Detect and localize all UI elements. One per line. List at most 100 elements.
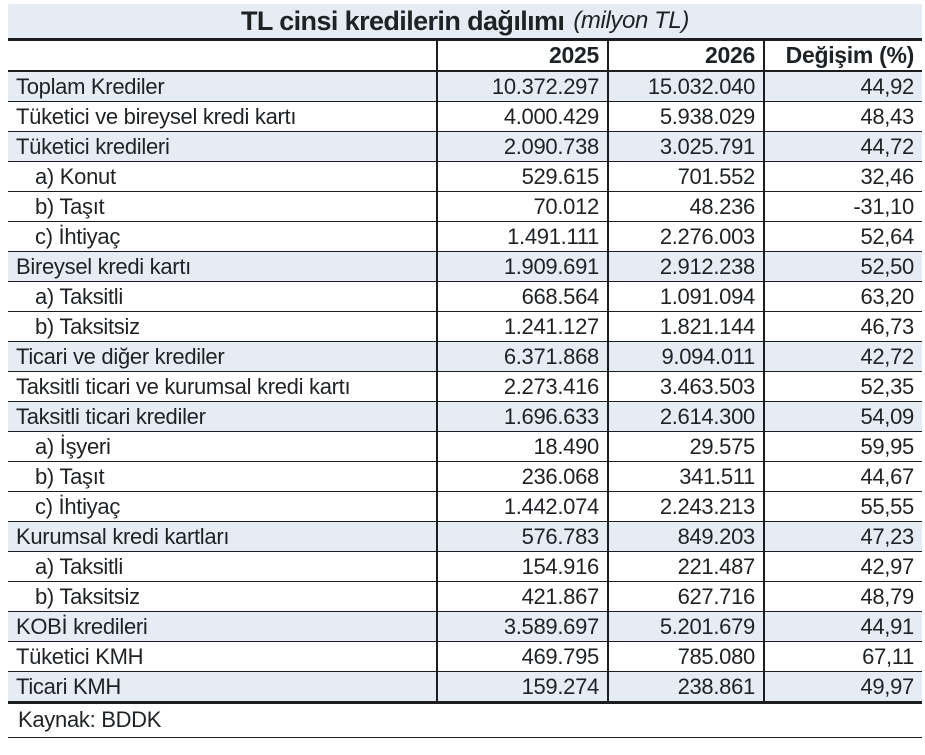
value-2025: 236.068 [436, 461, 608, 492]
value-2026: 3.463.503 [607, 371, 764, 402]
value-change: 55,55 [763, 491, 922, 522]
table-row: Tüketici kredileri 2.090.738 3.025.791 44,7… [8, 131, 922, 162]
value-2026: 1.091.094 [607, 281, 764, 312]
value-2025: 154.916 [436, 551, 608, 582]
row-label: Tüketici ve bireysel kredi kartı [8, 101, 437, 132]
row-label: Toplam Krediler [8, 71, 437, 102]
value-2025: 1.241.127 [436, 311, 608, 342]
source-note: Kaynak: BDDK [8, 704, 922, 738]
value-2025: 4.000.429 [436, 101, 608, 132]
value-change: 44,72 [763, 131, 922, 162]
credit-table-figure: TL cinsi kredilerin dağılımı (milyon TL)… [8, 4, 922, 738]
table-row: KOBİ kredileri 3.589.697 5.201.679 44,91 [8, 611, 922, 642]
value-change: -31,10 [763, 191, 922, 222]
credit-table: 2025 2026 Değişim (%) Toplam Krediler 10.… [8, 41, 922, 704]
table-row: Toplam Krediler 10.372.297 15.032.040 44,92 [8, 71, 922, 102]
value-2025: 2.090.738 [436, 131, 608, 162]
value-change: 32,46 [763, 161, 922, 192]
value-change: 44,67 [763, 461, 922, 492]
value-2026: 2.243.213 [607, 491, 764, 522]
value-2026: 9.094.011 [607, 341, 764, 372]
table-row: Taksitli ticari krediler 1.696.633 2.614.3… [8, 401, 922, 432]
value-change: 44,91 [763, 611, 922, 642]
table-row: c) İhtiyaç 1.491.111 2.276.003 52,64 [8, 221, 922, 252]
value-2025: 3.589.697 [436, 611, 608, 642]
value-change: 48,43 [763, 101, 922, 132]
value-2025: 529.615 [436, 161, 608, 192]
value-change: 52,64 [763, 221, 922, 252]
table-title: TL cinsi kredilerin dağılımı [241, 5, 565, 36]
row-label: b) Taksitsiz [8, 581, 437, 612]
value-change: 46,73 [763, 311, 922, 342]
row-label: Taksitli ticari krediler [8, 401, 437, 432]
value-change: 54,09 [763, 401, 922, 432]
value-change: 49,97 [763, 671, 922, 704]
table-row: a) İşyeri 18.490 29.575 59,95 [8, 431, 922, 462]
value-2025: 1.696.633 [436, 401, 608, 432]
header-empty-cell [8, 41, 437, 72]
value-change: 42,97 [763, 551, 922, 582]
value-change: 67,11 [763, 641, 922, 672]
value-2026: 3.025.791 [607, 131, 764, 162]
table-row: Ticari ve diğer krediler 6.371.868 9.094.0… [8, 341, 922, 372]
value-2026: 5.201.679 [607, 611, 764, 642]
table-row: a) Konut 529.615 701.552 32,46 [8, 161, 922, 192]
value-2026: 5.938.029 [607, 101, 764, 132]
value-2026: 29.575 [607, 431, 764, 462]
row-label: c) İhtiyaç [8, 491, 437, 522]
row-label: Kurumsal kredi kartları [8, 521, 437, 552]
table-row: Kurumsal kredi kartları 576.783 849.203 47,… [8, 521, 922, 552]
table-row: b) Taşıt 236.068 341.511 44,67 [8, 461, 922, 492]
table-row: Ticari KMH 159.274 238.861 49,97 [8, 671, 922, 704]
row-label: b) Taksitsiz [8, 311, 437, 342]
table-row: Bireysel kredi kartı 1.909.691 2.912.238 52… [8, 251, 922, 282]
row-label: b) Taşıt [8, 191, 437, 222]
table-row: c) İhtiyaç 1.442.074 2.243.213 55,55 [8, 491, 922, 522]
value-2026: 849.203 [607, 521, 764, 552]
table-body: Toplam Krediler 10.372.297 15.032.040 44,92… [8, 71, 922, 704]
table-row: a) Taksitli 154.916 221.487 42,97 [8, 551, 922, 582]
value-2026: 238.861 [607, 671, 764, 704]
table-row: Tüketici KMH 469.795 785.080 67,11 [8, 641, 922, 672]
value-2026: 341.511 [607, 461, 764, 492]
row-label: Ticari ve diğer krediler [8, 341, 437, 372]
value-change: 63,20 [763, 281, 922, 312]
row-label: Tüketici kredileri [8, 131, 437, 162]
row-label: a) İşyeri [8, 431, 437, 462]
value-change: 59,95 [763, 431, 922, 462]
header-year-2025: 2025 [436, 41, 608, 72]
value-2025: 668.564 [436, 281, 608, 312]
value-change: 52,35 [763, 371, 922, 402]
value-change: 48,79 [763, 581, 922, 612]
value-change: 44,92 [763, 71, 922, 102]
row-label: Tüketici KMH [8, 641, 437, 672]
value-2025: 2.273.416 [436, 371, 608, 402]
value-2026: 1.821.144 [607, 311, 764, 342]
value-2026: 701.552 [607, 161, 764, 192]
row-label: c) İhtiyaç [8, 221, 437, 252]
table-row: b) Taksitsiz 421.867 627.716 48,79 [8, 581, 922, 612]
value-2025: 10.372.297 [436, 71, 608, 102]
header-row: 2025 2026 Değişim (%) [8, 41, 922, 72]
value-2026: 627.716 [607, 581, 764, 612]
value-2026: 785.080 [607, 641, 764, 672]
value-2025: 1.491.111 [436, 221, 608, 252]
table-row: Taksitli ticari ve kurumsal kredi kartı 2… [8, 371, 922, 402]
value-2025: 1.442.074 [436, 491, 608, 522]
table-row: b) Taşıt 70.012 48.236 -31,10 [8, 191, 922, 222]
value-2026: 2.614.300 [607, 401, 764, 432]
value-change: 47,23 [763, 521, 922, 552]
row-label: a) Konut [8, 161, 437, 192]
row-label: b) Taşıt [8, 461, 437, 492]
row-label: a) Taksitli [8, 281, 437, 312]
value-2026: 48.236 [607, 191, 764, 222]
value-2026: 2.276.003 [607, 221, 764, 252]
value-2025: 1.909.691 [436, 251, 608, 282]
table-title-band: TL cinsi kredilerin dağılımı (milyon TL) [8, 4, 922, 41]
value-2025: 70.012 [436, 191, 608, 222]
value-2025: 159.274 [436, 671, 608, 704]
header-year-2026: 2026 [607, 41, 764, 72]
table-title-unit: (milyon TL) [573, 7, 689, 34]
row-label: Ticari KMH [8, 671, 437, 704]
row-label: Bireysel kredi kartı [8, 251, 437, 282]
